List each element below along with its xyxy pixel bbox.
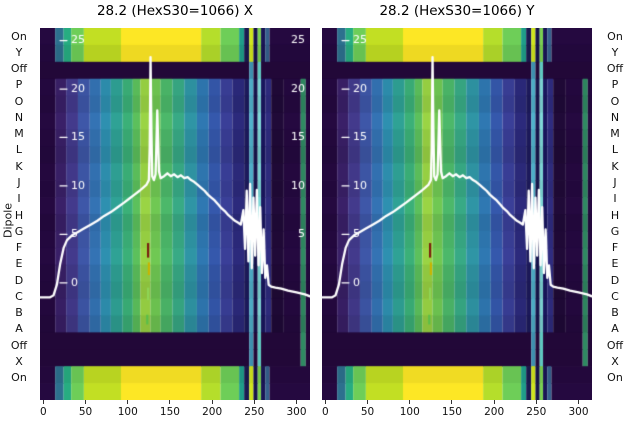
x-tick-mark [535, 400, 537, 404]
row-label-h: H [14, 208, 24, 222]
x-tick-mark [127, 400, 129, 404]
row-label-on: On [607, 29, 623, 43]
row-label-n: N [610, 110, 620, 124]
x-tick-label: 100 [399, 406, 420, 418]
row-label-p: P [611, 78, 619, 92]
row-label-j: J [613, 176, 617, 190]
row-label-y: Y [15, 45, 23, 59]
x-tick-label: 150 [159, 406, 180, 418]
plot-title-x: 28.2 (HexS30=1066) X [96, 3, 254, 19]
x-tick-label: 50 [360, 406, 375, 418]
x-tick-label: 300 [568, 406, 589, 418]
row-label-i: I [17, 192, 21, 206]
x-tick-label: 200 [484, 406, 505, 418]
row-label-n: N [14, 110, 24, 124]
row-label-i: I [613, 192, 617, 206]
row-label-a: A [611, 322, 619, 336]
row-label-x: X [15, 354, 23, 368]
row-label-o: O [14, 94, 24, 108]
x-tick-label: 0 [40, 406, 47, 418]
row-label-k: K [611, 159, 619, 173]
x-tick-mark [409, 400, 411, 404]
row-label-o: O [610, 94, 620, 108]
row-label-j: J [17, 176, 21, 190]
x-tick-label: 250 [244, 406, 265, 418]
x-tick-label: 100 [117, 406, 138, 418]
x-tick-mark [367, 400, 369, 404]
row-label-x: X [611, 354, 619, 368]
x-tick-mark [324, 400, 326, 404]
x-tick-mark [493, 400, 495, 404]
x-tick-mark [253, 400, 255, 404]
row-label-off: Off [606, 62, 624, 76]
row-label-d: D [14, 273, 24, 287]
x-tick-mark [211, 400, 213, 404]
row-label-b: B [15, 306, 23, 320]
row-label-d: D [610, 273, 620, 287]
x-tick-mark [578, 400, 579, 404]
row-label-l: L [15, 143, 23, 157]
row-label-off: Off [10, 62, 28, 76]
row-label-on: On [607, 371, 623, 385]
x-tick-label: 0 [322, 406, 329, 418]
row-label-c: C [611, 289, 619, 303]
x-tick-label: 250 [526, 406, 547, 418]
row-label-f: F [611, 241, 619, 255]
row-label-a: A [15, 322, 23, 336]
row-label-y: Y [611, 45, 619, 59]
row-label-k: K [15, 159, 23, 173]
row-label-c: C [15, 289, 23, 303]
dipole-row-labels-right: On Y Off P O N M L K J I H G F E D C B A Off X On [598, 28, 632, 386]
x-tick-mark [85, 400, 87, 404]
row-label-b: B [611, 306, 619, 320]
dipole-row-labels-left: On Y Off P O N M L K J I H G F E D C B A Off X On [2, 28, 36, 386]
x-axis-ticks-left: 0 50 100 150 200 250 300 [40, 400, 310, 424]
row-label-h: H [610, 208, 620, 222]
row-label-off: Off [10, 338, 28, 352]
row-label-on: On [11, 371, 27, 385]
x-tick-mark [42, 400, 44, 404]
x-tick-label: 50 [78, 406, 93, 418]
x-axis-ticks-right: 0 50 100 150 200 250 300 [322, 400, 592, 424]
row-label-f: F [15, 241, 23, 255]
row-label-off: Off [606, 338, 624, 352]
plot-title-y: 28.2 (HexS30=1066) Y [379, 3, 535, 19]
row-label-e: E [611, 257, 619, 271]
row-label-g: G [14, 224, 24, 238]
row-label-l: L [611, 143, 619, 157]
x-tick-mark [296, 400, 297, 404]
heatmap-plot-x [40, 28, 310, 400]
x-tick-mark [451, 400, 453, 404]
row-label-g: G [610, 224, 620, 238]
x-tick-label: 150 [441, 406, 462, 418]
x-tick-mark [169, 400, 171, 404]
x-tick-label: 200 [202, 406, 223, 418]
row-label-p: P [15, 78, 23, 92]
x-tick-label: 300 [286, 406, 307, 418]
row-label-m: M [14, 127, 24, 141]
row-label-e: E [15, 257, 23, 271]
heatmap-plot-y [322, 28, 592, 400]
row-label-on: On [11, 29, 27, 43]
row-label-m: M [610, 127, 620, 141]
